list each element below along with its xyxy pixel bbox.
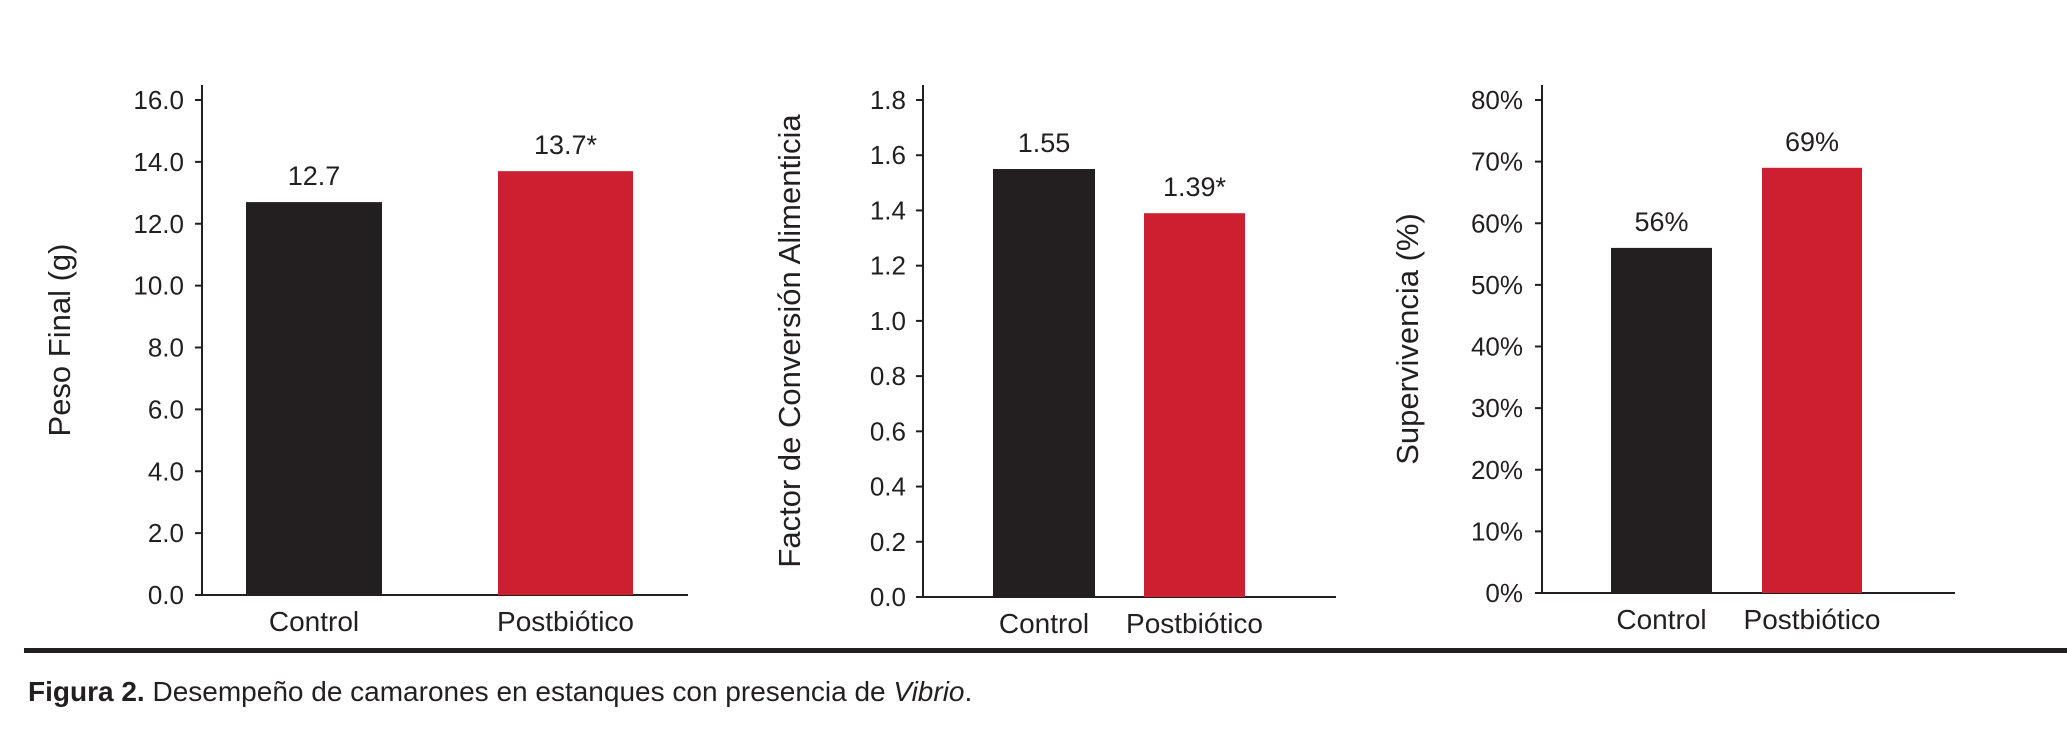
- y-tick-label: 16.0: [133, 85, 184, 115]
- y-tick-label: 0.2: [870, 527, 906, 557]
- y-tick-label: 10.0: [133, 271, 184, 301]
- caption-italic: Vibrio: [893, 676, 965, 707]
- bar-data-label: 69%: [1785, 127, 1839, 157]
- caption-divider: [24, 648, 2067, 653]
- bar-control: [993, 169, 1095, 597]
- y-tick-label: 50%: [1471, 270, 1523, 300]
- y-tick-label: 1.2: [870, 251, 906, 281]
- y-tick-label: 1.6: [870, 140, 906, 170]
- y-tick-label: 60%: [1471, 208, 1523, 238]
- caption-text: Desempeño de camarones en estanques con …: [144, 676, 894, 707]
- y-axis-title: Peso Final (g): [42, 244, 77, 437]
- y-tick-label: 40%: [1471, 332, 1523, 362]
- y-tick-label: 0.4: [870, 472, 906, 502]
- y-tick-label: 1.4: [870, 195, 906, 225]
- y-tick-label: 0.8: [870, 361, 906, 391]
- bar-postbiotico: [1144, 213, 1245, 597]
- y-tick-label: 6.0: [148, 394, 184, 424]
- y-tick-label: 80%: [1471, 85, 1523, 115]
- x-category-label: Postbiótico: [497, 606, 634, 637]
- bar-data-label: 1.39*: [1163, 172, 1227, 202]
- bar-data-label: 56%: [1634, 207, 1688, 237]
- y-axis-title: Factor de Conversión Alimenticia: [772, 114, 807, 568]
- y-tick-label: 0.6: [870, 416, 906, 446]
- figure-caption: Figura 2. Desempeño de camarones en esta…: [28, 676, 972, 708]
- y-axis-title: Supervivencia (%): [1390, 213, 1425, 465]
- y-tick-label: 2.0: [148, 518, 184, 548]
- bar-data-label: 13.7*: [534, 130, 598, 160]
- x-category-label: Control: [1616, 604, 1706, 635]
- y-tick-label: 30%: [1471, 393, 1523, 423]
- y-tick-label: 0.0: [148, 580, 184, 610]
- y-tick-label: 70%: [1471, 147, 1523, 177]
- x-category-label: Postbiótico: [1126, 608, 1263, 639]
- y-tick-label: 0%: [1485, 578, 1523, 608]
- bar-control: [246, 202, 382, 595]
- y-tick-label: 0.0: [870, 582, 906, 612]
- bar-data-label: 12.7: [288, 161, 341, 191]
- y-tick-label: 4.0: [148, 456, 184, 486]
- x-category-label: Postbiótico: [1744, 604, 1881, 635]
- y-tick-label: 12.0: [133, 209, 184, 239]
- y-tick-label: 10%: [1471, 516, 1523, 546]
- bar-data-label: 1.55: [1018, 128, 1071, 158]
- y-tick-label: 14.0: [133, 147, 184, 177]
- y-tick-label: 1.8: [870, 85, 906, 115]
- y-tick-label: 8.0: [148, 333, 184, 363]
- caption-end: .: [964, 676, 973, 707]
- x-category-label: Control: [269, 606, 359, 637]
- bar-postbiotico: [498, 171, 633, 595]
- bar-postbiotico: [1762, 167, 1862, 593]
- x-category-label: Control: [999, 608, 1089, 639]
- y-tick-label: 20%: [1471, 455, 1523, 485]
- y-tick-label: 1.0: [870, 306, 906, 336]
- bar-control: [1611, 247, 1712, 593]
- caption-label: Figura 2.: [28, 676, 145, 707]
